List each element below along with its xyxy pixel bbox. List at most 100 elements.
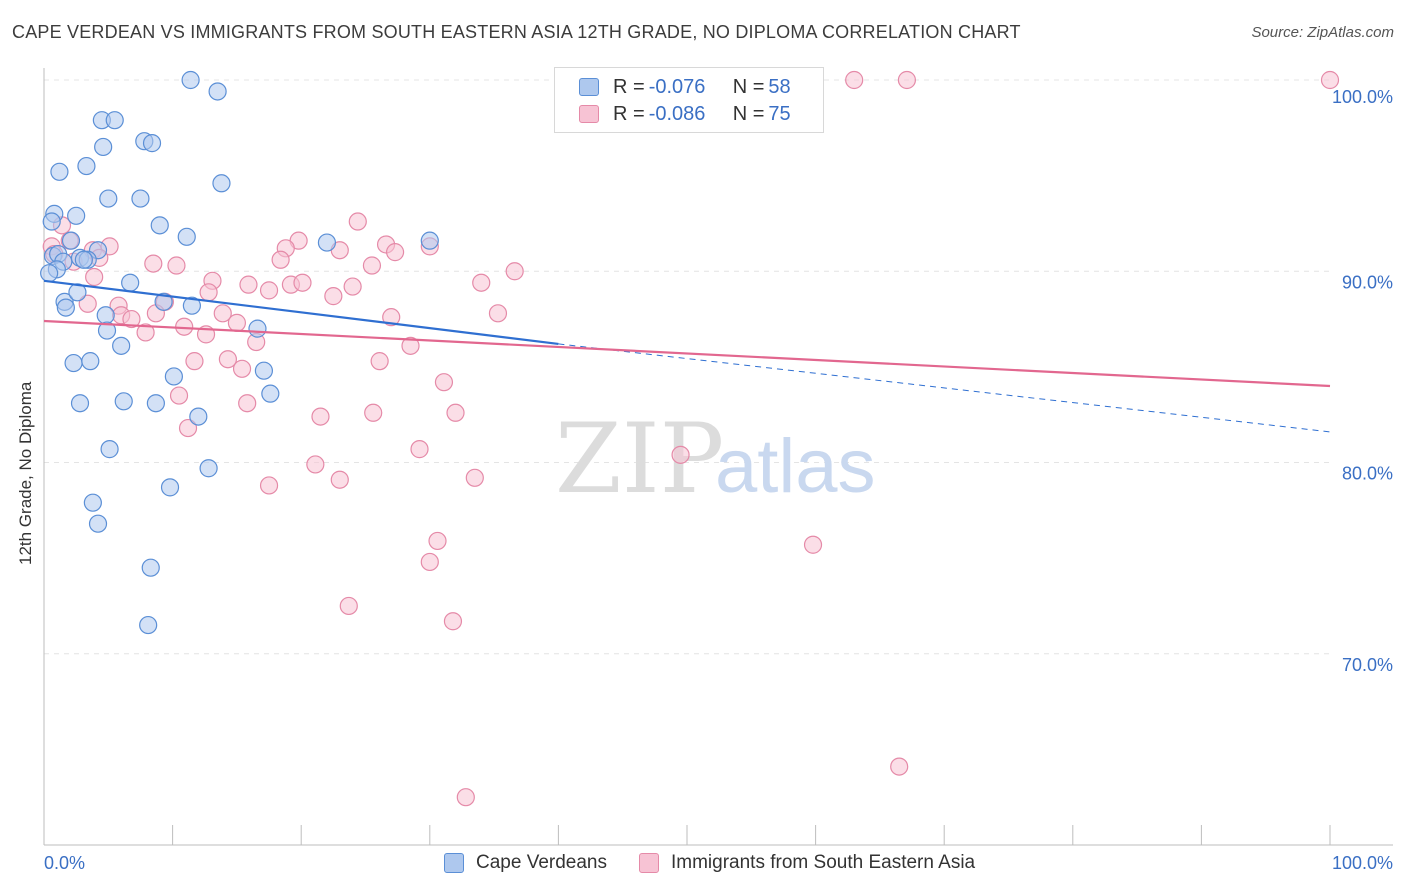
- data-point-cape-verdeans: [139, 615, 158, 635]
- data-point-cape-verdeans: [420, 231, 439, 250]
- data-point-immigrants: [897, 70, 917, 90]
- data-point-cape-verdeans: [42, 212, 61, 231]
- data-point-immigrants: [443, 612, 463, 631]
- series-cape-verdeans-points: [40, 70, 439, 635]
- legend-n-value: 58: [768, 75, 791, 98]
- data-point-cape-verdeans: [99, 189, 118, 208]
- data-point-immigrants: [505, 262, 524, 281]
- series-legend: Cape Verdeans Immigrants from South East…: [444, 852, 975, 874]
- data-point-immigrants: [169, 386, 189, 405]
- legend-label-immigrants: Immigrants from South Eastern Asia: [671, 852, 976, 873]
- data-point-cape-verdeans: [181, 70, 200, 90]
- data-point-immigrants: [330, 470, 349, 489]
- legend-r-value: -0.076: [648, 75, 706, 98]
- legend-row-immigrants: R = -0.086 N = 75: [579, 102, 791, 126]
- data-point-cape-verdeans: [100, 440, 119, 459]
- data-point-immigrants: [890, 757, 909, 776]
- data-point-immigrants: [488, 304, 508, 323]
- data-point-cape-verdeans: [160, 478, 180, 497]
- data-point-immigrants: [845, 70, 864, 90]
- watermark-zip: ZIP: [555, 403, 724, 515]
- data-point-cape-verdeans: [114, 392, 133, 411]
- data-point-cape-verdeans: [83, 493, 102, 512]
- data-point-immigrants: [167, 256, 186, 275]
- data-point-immigrants: [671, 445, 690, 464]
- data-point-immigrants: [370, 352, 389, 371]
- data-point-immigrants: [213, 304, 232, 323]
- data-point-immigrants: [218, 350, 237, 369]
- data-point-cape-verdeans: [254, 361, 274, 380]
- data-point-cape-verdeans: [50, 162, 69, 181]
- watermark-atlas: atlas: [715, 424, 876, 509]
- data-point-immigrants: [185, 352, 204, 371]
- data-point-cape-verdeans: [68, 283, 87, 302]
- legend-swatch-pink: [579, 105, 599, 123]
- axes: [43, 68, 1393, 846]
- data-point-immigrants: [420, 552, 439, 572]
- data-point-cape-verdeans: [317, 233, 337, 252]
- data-point-immigrants: [343, 277, 362, 296]
- data-point-immigrants: [144, 254, 163, 273]
- data-point-cape-verdeans: [261, 384, 280, 403]
- data-point-immigrants: [78, 294, 97, 313]
- legend-swatch-blue: [444, 853, 464, 873]
- data-point-cape-verdeans: [141, 558, 160, 577]
- data-point-cape-verdeans: [182, 296, 201, 315]
- data-point-immigrants: [401, 336, 420, 355]
- data-point-cape-verdeans: [150, 216, 169, 235]
- data-point-cape-verdeans: [61, 231, 81, 250]
- y-tick-label: 100.0%: [1332, 87, 1393, 107]
- data-point-cape-verdeans: [112, 336, 131, 355]
- data-point-cape-verdeans: [208, 82, 227, 101]
- data-point-immigrants: [306, 455, 325, 474]
- data-point-cape-verdeans: [77, 156, 96, 176]
- legend-n-label: N =: [732, 75, 765, 98]
- data-point-immigrants: [259, 476, 279, 495]
- correlation-legend: R = -0.076 N = 58 R = -0.086 N = 75: [554, 67, 824, 133]
- trend-line-cape-verdeans: [43, 279, 559, 346]
- data-point-immigrants: [362, 256, 382, 275]
- y-axis-label: 12th Grade, No Diploma: [16, 381, 35, 565]
- data-point-cape-verdeans: [189, 407, 208, 426]
- data-point-immigrants: [410, 440, 429, 459]
- legend-n-value: 75: [768, 102, 791, 125]
- data-point-cape-verdeans: [81, 352, 100, 371]
- data-point-immigrants: [382, 308, 401, 327]
- x-tick-label: 0.0%: [44, 853, 85, 873]
- data-point-immigrants: [446, 403, 465, 422]
- watermark: ZIP atlas: [555, 403, 876, 515]
- x-tick-label: 100.0%: [1332, 853, 1393, 873]
- y-tick-label: 70.0%: [1342, 655, 1393, 675]
- data-point-immigrants: [232, 359, 252, 378]
- source-credit: Source: ZipAtlas.com: [1251, 24, 1394, 41]
- data-point-immigrants: [385, 243, 405, 262]
- y-tick-label: 90.0%: [1342, 272, 1393, 292]
- data-point-cape-verdeans: [146, 394, 165, 413]
- data-point-immigrants: [227, 313, 246, 332]
- legend-label-cape-verdeans: Cape Verdeans: [476, 852, 607, 873]
- legend-r-value: -0.086: [648, 102, 706, 125]
- data-point-immigrants: [324, 287, 343, 306]
- data-point-cape-verdeans: [131, 189, 150, 208]
- data-point-cape-verdeans: [248, 319, 267, 338]
- data-point-cape-verdeans: [40, 264, 59, 283]
- tick-labels: 70.0% 80.0% 90.0% 100.0% 0.0% 100.0%: [44, 87, 1393, 873]
- data-point-immigrants: [428, 531, 447, 551]
- data-point-cape-verdeans: [154, 292, 173, 311]
- data-point-immigrants: [472, 273, 491, 292]
- data-point-immigrants: [456, 788, 475, 807]
- data-point-cape-verdeans: [97, 321, 117, 340]
- data-point-immigrants: [122, 309, 141, 329]
- data-point-cape-verdeans: [121, 273, 140, 292]
- data-point-immigrants: [136, 323, 155, 342]
- data-point-immigrants: [465, 468, 484, 487]
- data-point-cape-verdeans: [96, 306, 115, 325]
- chart-title: CAPE VERDEAN VS IMMIGRANTS FROM SOUTH EA…: [12, 22, 1021, 42]
- data-point-immigrants: [339, 596, 358, 616]
- data-point-immigrants: [85, 267, 104, 287]
- data-point-cape-verdeans: [70, 394, 90, 413]
- data-point-cape-verdeans: [177, 227, 196, 246]
- data-point-cape-verdeans: [74, 250, 93, 269]
- data-point-immigrants: [271, 250, 290, 269]
